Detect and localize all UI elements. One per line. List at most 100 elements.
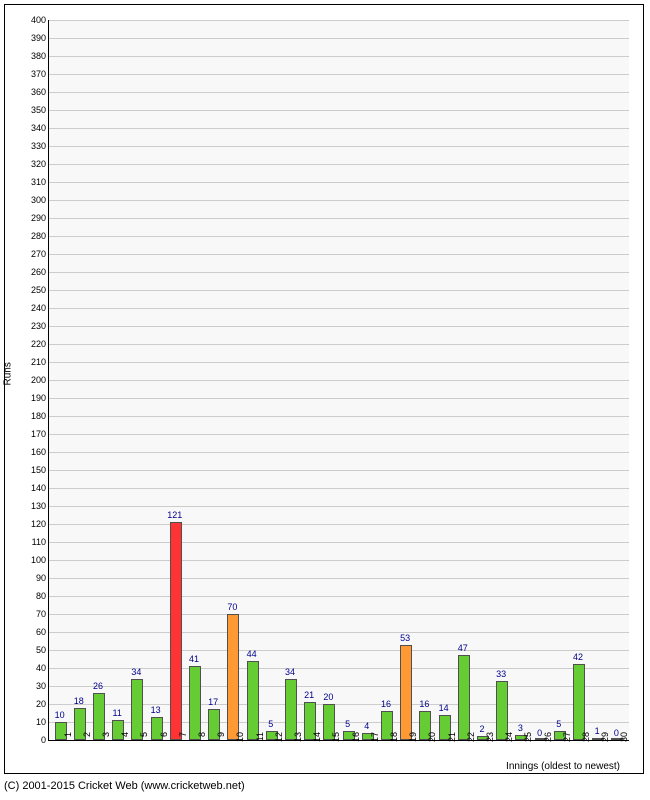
bar-value-label: 17 bbox=[208, 697, 218, 707]
y-tick-label: 240 bbox=[18, 303, 46, 313]
y-tick-label: 210 bbox=[18, 357, 46, 367]
gridline bbox=[49, 506, 629, 507]
y-tick-label: 310 bbox=[18, 177, 46, 187]
gridline bbox=[49, 398, 629, 399]
x-tick-label: 17 bbox=[370, 732, 380, 752]
y-tick-label: 120 bbox=[18, 519, 46, 529]
y-tick-label: 280 bbox=[18, 231, 46, 241]
gridline bbox=[49, 272, 629, 273]
bar bbox=[458, 655, 470, 740]
x-tick-label: 2 bbox=[82, 732, 92, 752]
y-tick-label: 20 bbox=[18, 699, 46, 709]
bar-value-label: 13 bbox=[151, 705, 161, 715]
bar-value-label: 0 bbox=[537, 728, 542, 738]
bar-value-label: 20 bbox=[323, 692, 333, 702]
bar-value-label: 121 bbox=[167, 510, 182, 520]
gridline bbox=[49, 128, 629, 129]
y-tick-label: 170 bbox=[18, 429, 46, 439]
bar-value-label: 1 bbox=[595, 726, 600, 736]
x-tick-label: 11 bbox=[255, 732, 265, 752]
bar-value-label: 70 bbox=[227, 602, 237, 612]
x-tick-label: 22 bbox=[466, 732, 476, 752]
gridline bbox=[49, 452, 629, 453]
x-tick-label: 1 bbox=[63, 732, 73, 752]
y-tick-label: 340 bbox=[18, 123, 46, 133]
gridline bbox=[49, 632, 629, 633]
bar-value-label: 47 bbox=[458, 643, 468, 653]
bar-value-label: 5 bbox=[556, 719, 561, 729]
y-tick-label: 110 bbox=[18, 537, 46, 547]
gridline bbox=[49, 578, 629, 579]
bar-value-label: 44 bbox=[247, 649, 257, 659]
gridline bbox=[49, 614, 629, 615]
bar-value-label: 26 bbox=[93, 681, 103, 691]
y-tick-label: 140 bbox=[18, 483, 46, 493]
bar-value-label: 41 bbox=[189, 654, 199, 664]
gridline bbox=[49, 560, 629, 561]
gridline bbox=[49, 182, 629, 183]
bar-value-label: 18 bbox=[74, 696, 84, 706]
gridline bbox=[49, 92, 629, 93]
y-tick-label: 380 bbox=[18, 51, 46, 61]
gridline bbox=[49, 434, 629, 435]
bar bbox=[170, 522, 182, 740]
bar bbox=[285, 679, 297, 740]
gridline bbox=[49, 56, 629, 57]
x-tick-label: 8 bbox=[197, 732, 207, 752]
y-tick-label: 150 bbox=[18, 465, 46, 475]
y-tick-label: 300 bbox=[18, 195, 46, 205]
y-tick-label: 270 bbox=[18, 249, 46, 259]
y-tick-label: 30 bbox=[18, 681, 46, 691]
y-tick-label: 320 bbox=[18, 159, 46, 169]
x-tick-label: 18 bbox=[389, 732, 399, 752]
bar-value-label: 2 bbox=[479, 724, 484, 734]
gridline bbox=[49, 344, 629, 345]
y-tick-label: 0 bbox=[18, 735, 46, 745]
y-tick-label: 60 bbox=[18, 627, 46, 637]
bar bbox=[189, 666, 201, 740]
x-axis-label: Innings (oldest to newest) bbox=[506, 761, 620, 772]
gridline bbox=[49, 524, 629, 525]
gridline bbox=[49, 20, 629, 21]
y-tick-label: 330 bbox=[18, 141, 46, 151]
y-tick-label: 70 bbox=[18, 609, 46, 619]
bar-value-label: 42 bbox=[573, 652, 583, 662]
gridline bbox=[49, 380, 629, 381]
y-axis-label: Runs bbox=[3, 362, 14, 385]
y-tick-label: 230 bbox=[18, 321, 46, 331]
x-tick-label: 26 bbox=[543, 732, 553, 752]
gridline bbox=[49, 200, 629, 201]
bar-value-label: 34 bbox=[131, 667, 141, 677]
y-tick-label: 40 bbox=[18, 663, 46, 673]
bar-value-label: 14 bbox=[439, 703, 449, 713]
x-tick-label: 14 bbox=[312, 732, 322, 752]
gridline bbox=[49, 362, 629, 363]
y-tick-label: 130 bbox=[18, 501, 46, 511]
y-tick-label: 390 bbox=[18, 33, 46, 43]
x-tick-label: 12 bbox=[274, 732, 284, 752]
y-tick-label: 360 bbox=[18, 87, 46, 97]
bar-value-label: 5 bbox=[268, 719, 273, 729]
x-tick-label: 5 bbox=[139, 732, 149, 752]
x-tick-label: 25 bbox=[523, 732, 533, 752]
y-tick-label: 160 bbox=[18, 447, 46, 457]
x-tick-label: 9 bbox=[216, 732, 226, 752]
gridline bbox=[49, 236, 629, 237]
x-tick-label: 28 bbox=[581, 732, 591, 752]
y-tick-label: 80 bbox=[18, 591, 46, 601]
x-tick-label: 23 bbox=[485, 732, 495, 752]
y-tick-label: 350 bbox=[18, 105, 46, 115]
y-tick-label: 50 bbox=[18, 645, 46, 655]
x-tick-label: 10 bbox=[235, 732, 245, 752]
x-tick-label: 27 bbox=[562, 732, 572, 752]
y-tick-label: 370 bbox=[18, 69, 46, 79]
x-tick-label: 29 bbox=[600, 732, 610, 752]
x-tick-label: 13 bbox=[293, 732, 303, 752]
gridline bbox=[49, 308, 629, 309]
bar bbox=[247, 661, 259, 740]
y-tick-label: 250 bbox=[18, 285, 46, 295]
gridline bbox=[49, 416, 629, 417]
x-tick-label: 24 bbox=[504, 732, 514, 752]
gridline bbox=[49, 596, 629, 597]
gridline bbox=[49, 542, 629, 543]
